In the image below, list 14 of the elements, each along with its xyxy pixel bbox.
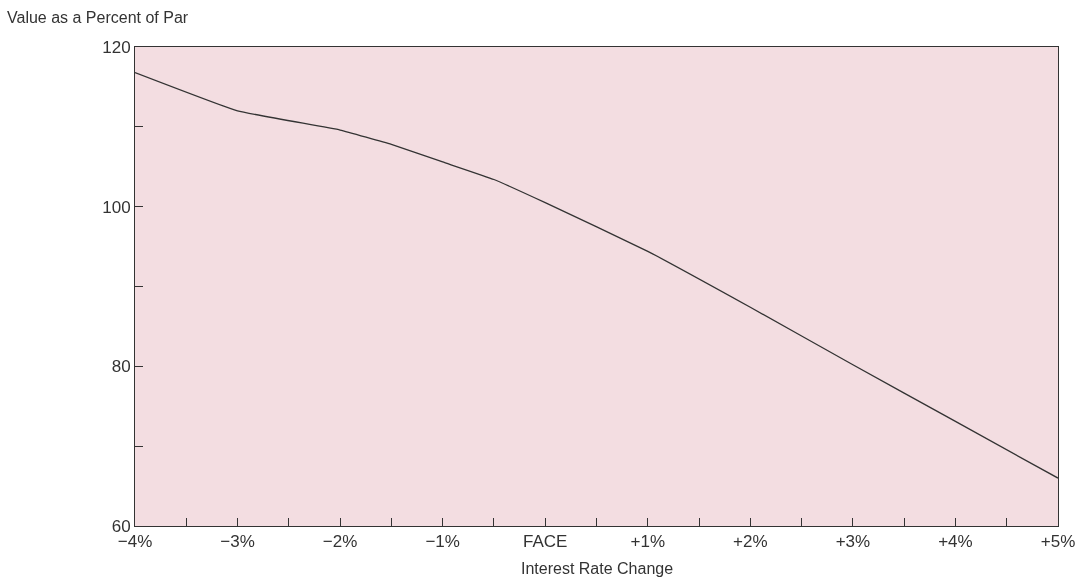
- y-tick-label: 80: [111, 357, 131, 377]
- x-axis-title: Interest Rate Change: [521, 560, 674, 577]
- y-axis-title: Value as a Percent of Par: [7, 9, 189, 26]
- x-tick-label: −3%: [220, 532, 255, 552]
- x-tick-label: +1%: [630, 532, 666, 552]
- x-tick-label: −1%: [425, 532, 460, 552]
- x-tick-label: +2%: [733, 532, 768, 552]
- y-tick-label: 100: [102, 197, 131, 217]
- x-tick-label: −2%: [322, 532, 358, 552]
- y-tick-label: 120: [102, 37, 131, 57]
- x-tick-label: +3%: [835, 532, 871, 552]
- x-tick-label: FACE: [523, 532, 568, 552]
- x-tick-label: +5%: [1040, 532, 1076, 552]
- x-tick-label: +4%: [938, 532, 973, 552]
